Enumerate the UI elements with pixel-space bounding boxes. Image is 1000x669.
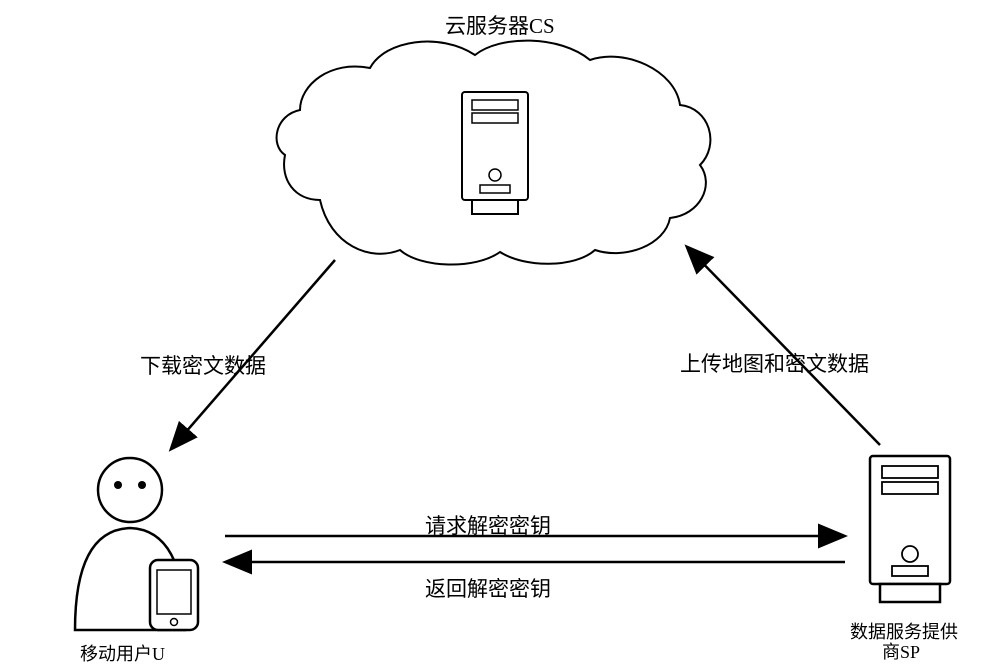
provider-label-line2: 商SP	[882, 638, 920, 664]
provider-server-icon	[870, 456, 950, 602]
return-key-label: 返回解密密钥	[425, 573, 551, 603]
request-key-label: 请求解密密钥	[425, 510, 551, 540]
upload-label: 上传地图和密文数据	[680, 348, 869, 378]
download-label: 下载密文数据	[140, 350, 266, 380]
user-label: 移动用户U	[80, 640, 165, 666]
cloud-server-icon	[462, 92, 528, 214]
user-icon	[75, 458, 198, 630]
upload-edge	[688, 248, 880, 445]
diagram-canvas	[0, 0, 1000, 669]
cloud-label: 云服务器CS	[445, 10, 555, 40]
